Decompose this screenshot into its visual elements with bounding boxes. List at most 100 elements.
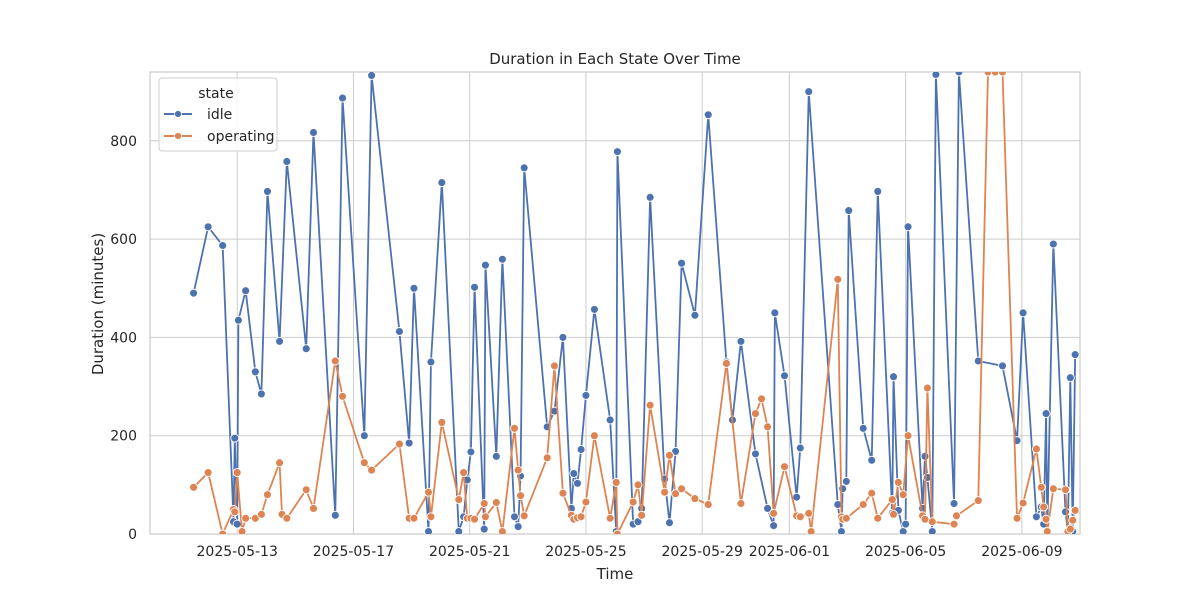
data-point-idle <box>219 242 227 250</box>
data-point-idle <box>573 479 581 487</box>
data-point-idle <box>263 187 271 195</box>
data-point-idle <box>395 328 403 336</box>
x-tick-label: 2025-05-21 <box>429 544 510 560</box>
data-point-idle <box>467 448 475 456</box>
data-point-operating <box>460 469 468 477</box>
legend-label-idle: idle <box>207 107 232 123</box>
data-point-idle <box>339 94 347 102</box>
data-point-idle <box>771 309 779 317</box>
data-point-operating <box>492 499 500 507</box>
data-point-idle <box>283 157 291 165</box>
data-point-operating <box>1040 503 1048 511</box>
data-point-operating <box>559 489 567 497</box>
x-tick-label: 2025-06-01 <box>749 544 830 560</box>
data-point-operating <box>577 513 585 521</box>
data-point-idle <box>839 485 847 493</box>
data-point-operating <box>691 495 699 503</box>
data-point-operating <box>1066 525 1074 533</box>
data-point-operating <box>1042 515 1050 523</box>
data-point-idle <box>781 372 789 380</box>
data-point-idle <box>427 358 435 366</box>
data-point-idle <box>302 345 310 353</box>
data-point-operating <box>1013 514 1021 522</box>
data-point-idle <box>481 261 489 269</box>
data-point-idle <box>498 255 506 263</box>
data-point-operating <box>517 492 525 500</box>
data-point-operating <box>923 384 931 392</box>
y-tick-label: 400 <box>110 330 137 346</box>
data-point-operating <box>1037 483 1045 491</box>
data-point-operating <box>899 491 907 499</box>
data-point-idle <box>1066 374 1074 382</box>
data-point-idle <box>257 390 265 398</box>
data-point-operating <box>678 485 686 493</box>
data-point-operating <box>704 501 712 509</box>
data-point-operating <box>309 504 317 512</box>
data-point-idle <box>251 368 259 376</box>
data-point-idle <box>868 456 876 464</box>
data-point-operating <box>646 401 654 409</box>
data-point-idle <box>480 525 488 533</box>
data-point-operating <box>360 459 368 467</box>
data-point-operating <box>950 520 958 528</box>
data-point-operating <box>204 469 212 477</box>
data-point-idle <box>331 511 339 519</box>
data-point-operating <box>859 501 867 509</box>
data-point-operating <box>638 511 646 519</box>
data-point-idle <box>842 477 850 485</box>
y-tick-label: 600 <box>110 232 137 248</box>
data-point-idle <box>577 445 585 453</box>
data-point-idle <box>276 337 284 345</box>
data-point-operating <box>1071 506 1079 514</box>
data-point-idle <box>309 128 317 136</box>
data-point-idle <box>514 523 522 531</box>
x-tick-label: 2025-06-05 <box>865 544 946 560</box>
y-tick-label: 800 <box>110 134 137 150</box>
data-point-idle <box>1049 240 1057 248</box>
chart-title: Duration in Each State Over Time <box>489 50 741 68</box>
data-point-idle <box>796 444 804 452</box>
data-point-idle <box>737 337 745 345</box>
data-point-idle <box>646 193 654 201</box>
data-point-idle <box>233 520 241 528</box>
legend: state idle operating <box>159 78 277 151</box>
x-tick-label: 2025-06-09 <box>981 544 1062 560</box>
data-point-operating <box>921 515 929 523</box>
data-point-idle <box>590 305 598 313</box>
y-tick-label: 200 <box>110 429 137 445</box>
data-point-operating <box>805 509 813 517</box>
data-point-idle <box>845 207 853 215</box>
data-point-operating <box>770 509 778 517</box>
data-point-idle <box>751 450 759 458</box>
data-point-idle <box>1071 351 1079 359</box>
data-point-idle <box>890 373 898 381</box>
y-tick-label: 0 <box>128 527 137 543</box>
data-point-idle <box>438 179 446 187</box>
data-point-operating <box>894 478 902 486</box>
data-point-idle <box>368 71 376 79</box>
data-point-operating <box>339 392 347 400</box>
legend-label-operating: operating <box>207 129 275 145</box>
data-point-operating <box>796 513 804 521</box>
data-point-operating <box>242 514 250 522</box>
data-point-operating <box>1061 486 1069 494</box>
x-axis-label: Time <box>596 565 634 583</box>
data-point-operating <box>1049 485 1057 493</box>
data-point-operating <box>455 496 463 504</box>
data-point-idle <box>1032 513 1040 521</box>
data-point-operating <box>582 498 590 506</box>
data-point-operating <box>612 478 620 486</box>
data-point-idle <box>793 493 801 501</box>
legend-marker-operating <box>175 133 182 140</box>
data-point-operating <box>481 513 489 521</box>
data-point-idle <box>510 513 518 521</box>
data-point-idle <box>234 316 242 324</box>
data-point-operating <box>1032 445 1040 453</box>
data-point-operating <box>868 489 876 497</box>
data-point-idle <box>570 470 578 478</box>
x-tick-label: 2025-05-13 <box>197 544 278 560</box>
data-point-idle <box>410 284 418 292</box>
data-point-operating <box>665 451 673 459</box>
data-point-operating <box>904 432 912 440</box>
